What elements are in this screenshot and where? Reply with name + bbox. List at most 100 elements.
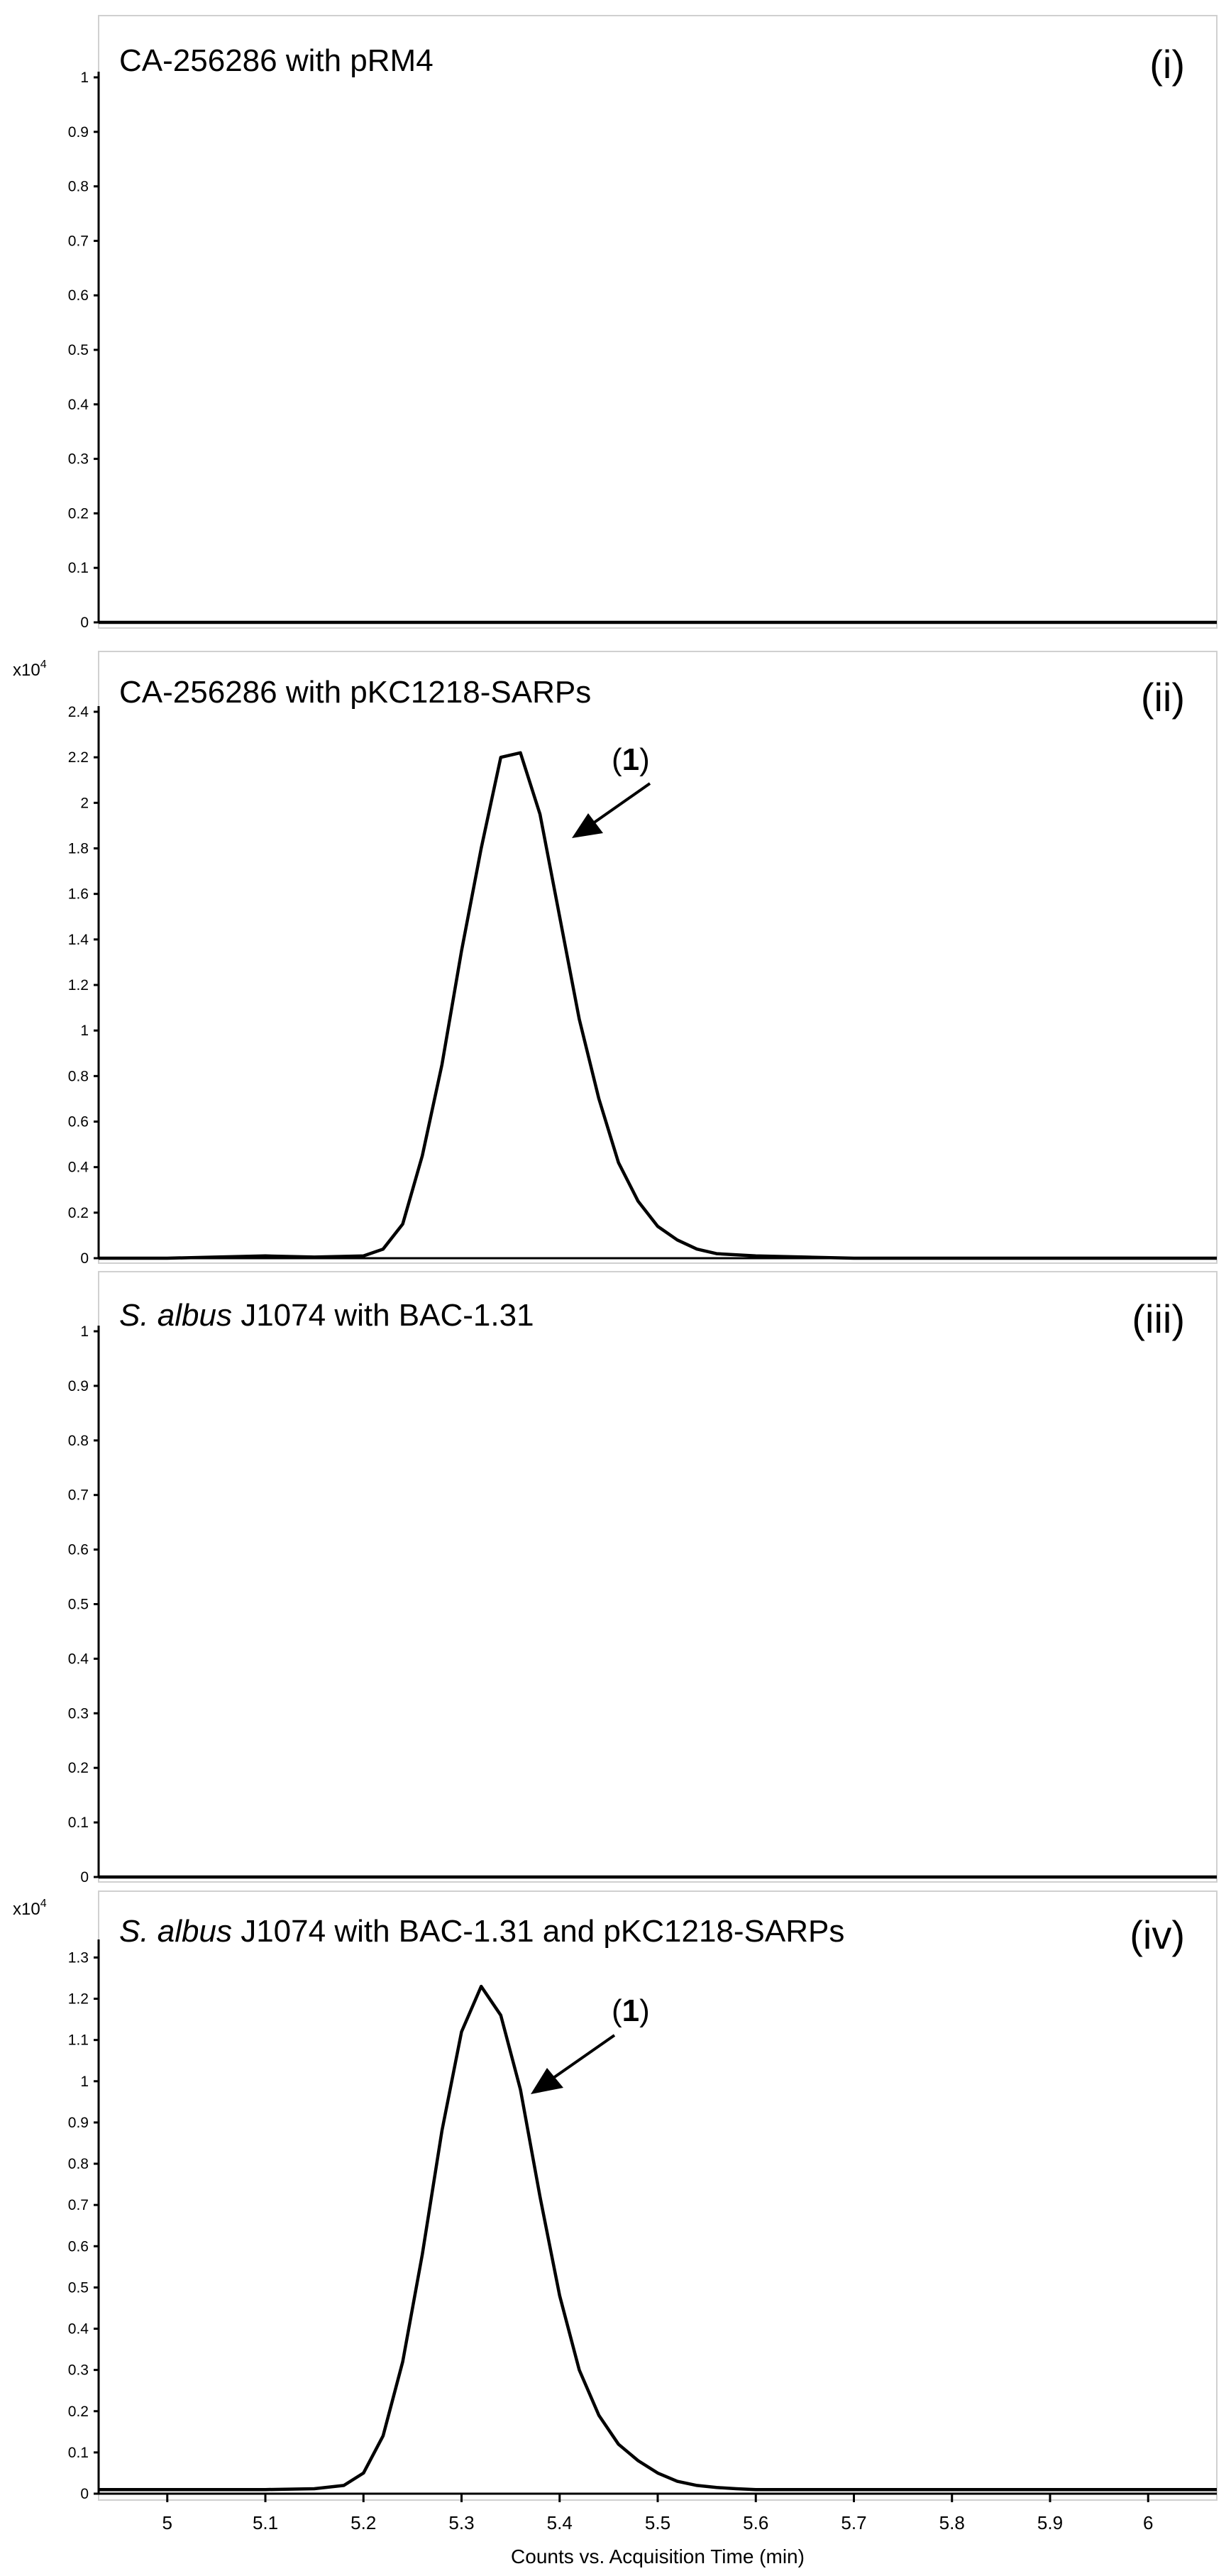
- panel-ii-y-tick-label: 0.6: [68, 1114, 89, 1130]
- panel-i-frame: [98, 15, 1218, 629]
- panel-iv-y-tick-label: 0.5: [68, 2279, 89, 2296]
- panel-ii-id: (ii): [1141, 675, 1185, 720]
- panel-iv-y-tick-label: 0.9: [68, 2115, 89, 2131]
- x-tick-label: 5.6: [743, 2512, 768, 2533]
- panel-iv: 0 0.1 0.2 0.3 0.4 0.5 0.6 0.7 0.8 0.9 1 1.1 1.2 1.3 x…: [13, 1898, 1217, 2502]
- panel-ii-plot: [99, 751, 1217, 1260]
- panel-i: 0 0.1 0.2 0.3 0.4 0.5 0.6 0.7 0.8 0.9 1 CA-256286 …: [68, 42, 1217, 631]
- panel-iv-y-tick-label: 0.1: [68, 2445, 89, 2461]
- panel-iv-y-tick-label: 1: [80, 2074, 89, 2090]
- panel-iv-y-tick-label: 0: [80, 2486, 89, 2502]
- panel-ii-y-tick-label: 2.4: [68, 704, 89, 720]
- x-tick-label: 5: [162, 2512, 172, 2533]
- panel-ii-y-tick-label: 1.2: [68, 977, 89, 993]
- panel-iv-y-tick-label: 0.3: [68, 2362, 89, 2379]
- panel-iii-y-tick-label: 0: [80, 1869, 89, 1886]
- x-tick-label: 5.1: [253, 2512, 278, 2533]
- x-tick-label: 6: [1143, 2512, 1153, 2533]
- x-tick-label: 5.2: [350, 2512, 376, 2533]
- panel-iii-title-text: J1074 with BAC-1.31: [232, 1298, 534, 1333]
- panel-ii-callout-compound: 1: [622, 742, 639, 777]
- panel-i-title-text: CA-256286 with pRM4: [119, 43, 434, 78]
- panel-iv-y-tick-label: 0.7: [68, 2197, 89, 2213]
- panel-ii-callout-arrow-shaft: [592, 782, 651, 825]
- panel-iv-y-tick-label: 0.4: [68, 2321, 89, 2338]
- panel-iv-callout-compound: 1: [622, 1993, 639, 2028]
- panel-ii: 0 0.2 0.4 0.6 0.8 1 1.2 1.4 1.6 1.8 2 2.2 2.4 x104 C…: [13, 659, 1217, 1267]
- panel-ii-callout-label: (1): [612, 742, 650, 777]
- panel-ii-y-tick-label: 0: [80, 1250, 89, 1267]
- panel-iii-title-italic: S. albus: [119, 1298, 232, 1333]
- panel-iv-frame: [98, 1890, 1218, 2501]
- panel-iv-callout-prefix: (: [612, 1993, 622, 2028]
- panel-iv-callout-arrow-shaft: [552, 2034, 616, 2079]
- panel-iv-annotation: (1): [531, 1993, 650, 2094]
- x-axis-label: Counts vs. Acquisition Time (min): [511, 2545, 805, 2567]
- panel-ii-y-tick-label: 1: [80, 1023, 89, 1039]
- panel-iii-title: S. albus J1074 with BAC-1.31: [119, 1298, 534, 1333]
- panel-iii-y-axis: 0 0.1 0.2 0.3 0.4 0.5 0.6 0.7 0.8 0.9 1: [68, 1323, 100, 1886]
- x-tick-label: 5.3: [448, 2512, 474, 2533]
- panel-ii-y-tick-label: 1.6: [68, 886, 89, 903]
- panel-ii-annotation: (1): [572, 742, 651, 838]
- panel-iii-id: (iii): [1132, 1297, 1185, 1341]
- panel-iv-y-tick-label: 0.8: [68, 2156, 89, 2172]
- panel-iv-multiplier-base: x10: [13, 1900, 40, 1919]
- panel-iii: 0 0.1 0.2 0.3 0.4 0.5 0.6 0.7 0.8 0.9 1 S. albus J…: [68, 1297, 1217, 1886]
- panel-iv-callout-label: (1): [612, 1993, 650, 2028]
- panel-iv-plot: [99, 1984, 1217, 2495]
- panel-iii-y-tick-label: 0.7: [68, 1487, 89, 1504]
- x-tick-label: 5.5: [645, 2512, 670, 2533]
- panel-ii-trace: [99, 751, 1217, 1260]
- panel-iii-frame: [98, 1271, 1218, 1883]
- panel-ii-multiplier-exp: 4: [40, 659, 47, 671]
- panel-iii-y-tick-label: 0.2: [68, 1760, 89, 1776]
- panel-ii-multiplier-base: x10: [13, 661, 40, 680]
- panel-ii-title-text: CA-256286 with pKC1218-SARPs: [119, 675, 591, 710]
- panel-i-y-tick-label: 0.2: [68, 505, 89, 522]
- panel-ii-frame: [98, 651, 1218, 1264]
- panel-iv-trace: [99, 1984, 1217, 2492]
- panel-iv-multiplier-exp: 4: [40, 1898, 47, 1910]
- panel-ii-y-tick-label: 2: [80, 795, 89, 811]
- panel-iv-y-tick-label: 1.3: [68, 1949, 89, 1966]
- panel-iii-y-tick-label: 0.9: [68, 1378, 89, 1394]
- x-axis: 5 5.1 5.2 5.3 5.4 5.5 5.6 5.7 5.8 5.9 6: [162, 2494, 1153, 2533]
- panel-ii-y-tick-label: 1.4: [68, 932, 89, 948]
- panel-i-y-tick-label: 0.8: [68, 179, 89, 195]
- panel-ii-y-tick-label: 2.2: [68, 749, 89, 766]
- panel-i-y-tick-label: 0.7: [68, 233, 89, 249]
- panel-iii-y-tick-label: 0.1: [68, 1815, 89, 1831]
- panel-ii-y-tick-label: 0.4: [68, 1160, 89, 1176]
- panel-iv-title-text: J1074 with BAC-1.31 and pKC1218-SARPs: [232, 1914, 844, 1949]
- panel-iii-y-tick-label: 0.4: [68, 1651, 89, 1667]
- panel-ii-y-tick-label: 0.8: [68, 1068, 89, 1084]
- panel-iv-callout-arrowhead: [531, 2068, 563, 2094]
- panel-i-y-tick-label: 0.5: [68, 342, 89, 358]
- panel-i-id: (i): [1149, 42, 1185, 87]
- panel-iii-y-tick-label: 0.8: [68, 1433, 89, 1449]
- panel-ii-callout-prefix: (: [612, 742, 622, 777]
- panel-i-y-tick-label: 1: [80, 70, 89, 86]
- panel-iv-y-axis: 0 0.1 0.2 0.3 0.4 0.5 0.6 0.7 0.8 0.9 1 1.1 1.2 1.3: [68, 1939, 100, 2502]
- panel-i-y-axis: 0 0.1 0.2 0.3 0.4 0.5 0.6 0.7 0.8 0.9 1: [68, 70, 100, 631]
- panel-iv-title: S. albus J1074 with BAC-1.31 and pKC1218…: [119, 1914, 844, 1949]
- panel-i-y-tick-label: 0: [80, 615, 89, 631]
- x-tick-label: 5.8: [939, 2512, 965, 2533]
- panel-iv-title-italic: S. albus: [119, 1914, 232, 1949]
- x-tick-label: 5.9: [1037, 2512, 1063, 2533]
- panel-iii-y-tick-label: 1: [80, 1323, 89, 1340]
- panel-ii-y-tick-label: 1.8: [68, 841, 89, 857]
- panel-ii-callout-arrowhead: [572, 813, 603, 838]
- panel-i-y-tick-label: 0.9: [68, 124, 89, 141]
- panel-i-y-tick-label: 0.4: [68, 397, 89, 413]
- panel-iii-y-tick-label: 0.5: [68, 1597, 89, 1613]
- panel-iv-multiplier: x104: [13, 1898, 47, 1919]
- panel-ii-callout-suffix: ): [639, 742, 650, 777]
- panel-ii-multiplier: x104: [13, 659, 47, 680]
- panel-i-y-tick-label: 0.6: [68, 287, 89, 304]
- panel-i-title: CA-256286 with pRM4: [119, 43, 434, 78]
- panel-iv-callout-suffix: ): [639, 1993, 650, 2028]
- panel-iv-y-tick-label: 1.1: [68, 2032, 89, 2049]
